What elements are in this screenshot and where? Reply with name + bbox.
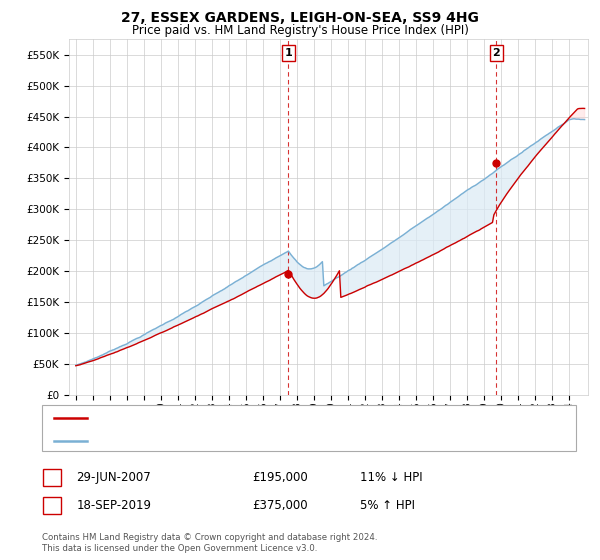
Text: HPI: Average price, semi-detached house, Southend-on-Sea: HPI: Average price, semi-detached house,… [93,436,391,446]
Text: 1: 1 [48,470,56,484]
Text: 27, ESSEX GARDENS, LEIGH-ON-SEA, SS9 4HG: 27, ESSEX GARDENS, LEIGH-ON-SEA, SS9 4HG [121,11,479,25]
Text: 27, ESSEX GARDENS, LEIGH-ON-SEA, SS9 4HG (semi-detached house): 27, ESSEX GARDENS, LEIGH-ON-SEA, SS9 4HG… [93,413,443,423]
Text: 18-SEP-2019: 18-SEP-2019 [76,498,151,512]
Text: Contains HM Land Registry data © Crown copyright and database right 2024.
This d: Contains HM Land Registry data © Crown c… [42,533,377,553]
Text: 29-JUN-2007: 29-JUN-2007 [76,470,151,484]
Text: £195,000: £195,000 [252,470,308,484]
Text: Price paid vs. HM Land Registry's House Price Index (HPI): Price paid vs. HM Land Registry's House … [131,24,469,36]
Text: 2: 2 [48,498,56,512]
Text: 1: 1 [284,48,292,58]
Text: 2: 2 [493,48,500,58]
Text: 11% ↓ HPI: 11% ↓ HPI [360,470,422,484]
Text: 5% ↑ HPI: 5% ↑ HPI [360,498,415,512]
Text: £375,000: £375,000 [252,498,308,512]
